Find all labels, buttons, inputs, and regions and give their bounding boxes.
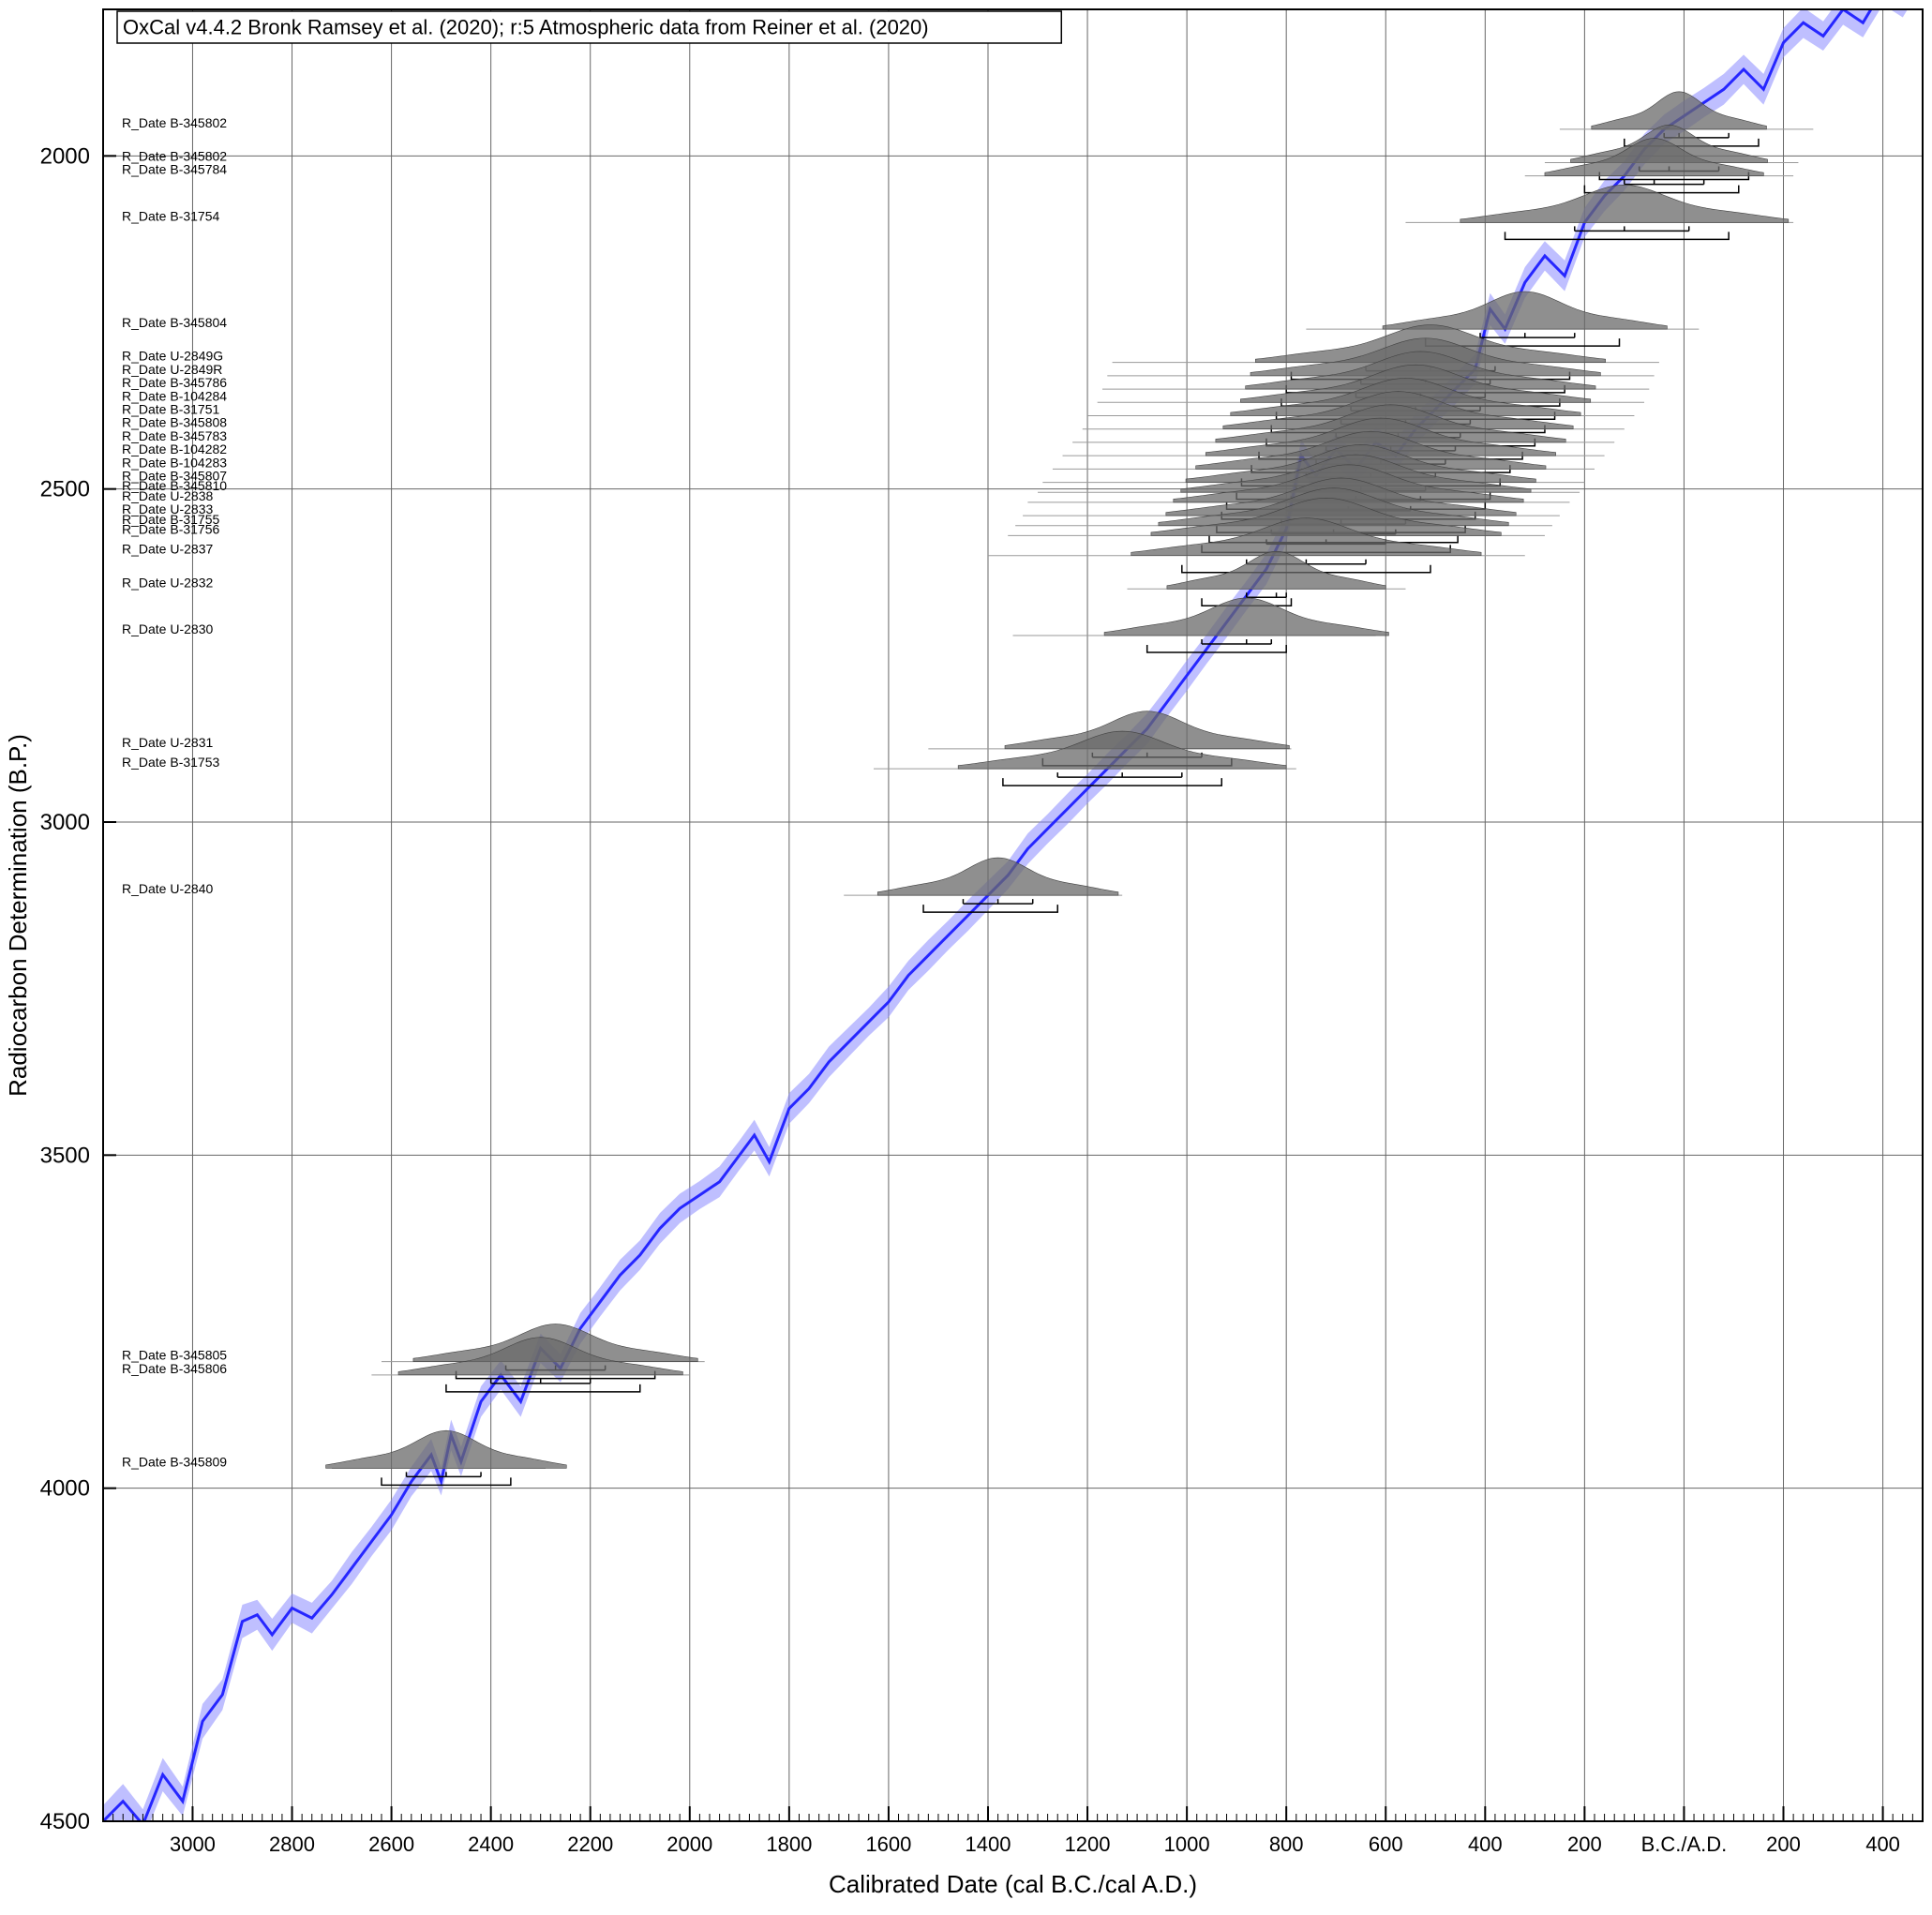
x-tick-label: 1200 xyxy=(1065,1833,1111,1856)
sample-label: R_Date B-345802 xyxy=(122,115,227,130)
y-tick-label: 2500 xyxy=(40,477,90,502)
sample-label: R_Date U-2831 xyxy=(122,735,213,750)
sample-label: R_Date U-2832 xyxy=(122,575,213,590)
sample-label: R_Date U-2837 xyxy=(122,542,213,557)
x-tick-label: 200 xyxy=(1567,1833,1602,1856)
title-box: OxCal v4.4.2 Bronk Ramsey et al. (2020);… xyxy=(117,11,1061,43)
sample-label: R_Date U-2840 xyxy=(122,881,213,896)
x-tick-label: 3000 xyxy=(170,1833,216,1856)
x-tick-label: 1400 xyxy=(966,1833,1011,1856)
y-tick-label: 3000 xyxy=(40,810,90,835)
x-tick-label: 2000 xyxy=(666,1833,712,1856)
sample-label: R_Date B-345804 xyxy=(122,315,227,330)
x-axis-label: Calibrated Date (cal B.C./cal A.D.) xyxy=(829,1870,1197,1898)
calibration-chart: R_Date B-345802R_Date B-345802R_Date B-3… xyxy=(0,0,1932,1915)
x-tick-label: 1000 xyxy=(1164,1833,1210,1856)
sample-label: R_Date B-345809 xyxy=(122,1454,227,1469)
x-tick-label: 2800 xyxy=(269,1833,315,1856)
sample-label: R_Date B-31756 xyxy=(122,521,220,536)
y-axis-label: Radiocarbon Determination (B.P.) xyxy=(4,734,32,1097)
sample-label: R_Date B-31754 xyxy=(122,208,220,223)
x-tick-label: 2200 xyxy=(567,1833,613,1856)
y-tick-label: 4500 xyxy=(40,1809,90,1834)
x-tick-label: 2400 xyxy=(468,1833,514,1856)
x-tick-label: 400 xyxy=(1865,1833,1900,1856)
sample-label: R_Date B-345806 xyxy=(122,1361,227,1376)
x-tick-label: 800 xyxy=(1269,1833,1304,1856)
x-tick-label: B.C./A.D. xyxy=(1641,1833,1728,1856)
sample-distributions xyxy=(326,92,1814,1486)
x-tick-label: 2600 xyxy=(368,1833,414,1856)
sample-label: R_Date B-345784 xyxy=(122,162,227,177)
y-axis: 2000 2500 3000 3500 4000 4500 Radiocarbon Dete… xyxy=(4,143,116,1834)
x-axis: 3000 2800 2600 2400 2200 2000 1800 1600 1400 1200… xyxy=(103,1806,1923,1898)
y-tick-label: 4000 xyxy=(40,1476,90,1502)
calibration-curve xyxy=(103,0,1923,1840)
x-tick-label: 400 xyxy=(1468,1833,1503,1856)
x-tick-label: 1800 xyxy=(766,1833,812,1856)
sample-label: R_Date B-31753 xyxy=(122,755,220,770)
y-tick-label: 2000 xyxy=(40,143,90,169)
y-tick-label: 3500 xyxy=(40,1143,90,1168)
x-tick-label: 1600 xyxy=(865,1833,911,1856)
sample-label: R_Date U-2830 xyxy=(122,621,213,636)
x-tick-label: 200 xyxy=(1766,1833,1801,1856)
x-tick-label: 600 xyxy=(1369,1833,1403,1856)
sample-labels: R_Date B-345802R_Date B-345802R_Date B-3… xyxy=(122,115,227,1469)
title-text: OxCal v4.4.2 Bronk Ramsey et al. (2020);… xyxy=(123,16,929,39)
